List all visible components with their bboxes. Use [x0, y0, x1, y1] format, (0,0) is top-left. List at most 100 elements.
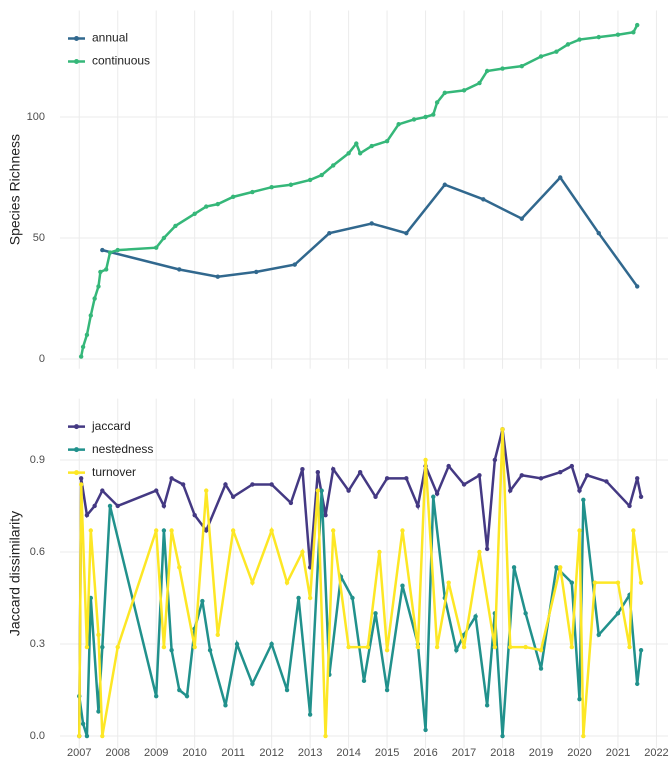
data-point — [115, 247, 120, 253]
data-point — [230, 494, 236, 499]
data-point — [269, 482, 274, 487]
data-point — [596, 230, 601, 236]
data-point — [631, 528, 636, 533]
data-point — [473, 614, 478, 619]
data-point — [577, 697, 582, 702]
series-line — [102, 175, 639, 288]
data-point — [315, 470, 321, 475]
data-point — [635, 22, 640, 28]
data-point — [323, 733, 328, 739]
data-point — [511, 565, 517, 570]
x-tick-label: 2012 — [259, 747, 283, 759]
data-point — [492, 457, 498, 463]
data-point — [100, 733, 105, 739]
data-point — [292, 262, 297, 267]
data-point — [569, 644, 574, 650]
data-point — [100, 247, 105, 253]
data-point — [477, 80, 482, 86]
data-point — [169, 647, 174, 653]
data-point — [461, 88, 467, 93]
data-point — [461, 482, 467, 487]
data-point — [192, 211, 197, 217]
data-point — [519, 473, 524, 478]
data-point — [635, 284, 640, 289]
data-point — [508, 488, 513, 493]
data-point — [84, 644, 90, 650]
legend-swatch-dot — [74, 447, 79, 453]
x-tick-label: 2013 — [298, 747, 322, 759]
data-point — [415, 644, 421, 650]
data-point — [177, 687, 182, 693]
data-point — [369, 221, 374, 226]
data-point — [319, 172, 324, 178]
data-point — [596, 34, 601, 40]
data-point — [230, 194, 236, 200]
data-point — [484, 68, 490, 74]
data-point — [584, 473, 590, 478]
data-point — [638, 647, 644, 653]
legend-swatch-dot — [74, 36, 79, 41]
data-point — [500, 427, 505, 432]
data-point — [500, 66, 505, 71]
data-point — [423, 114, 428, 120]
y-tick-label: 0 — [39, 353, 45, 365]
data-point — [377, 549, 382, 555]
data-point — [565, 42, 571, 47]
data-point — [269, 641, 274, 647]
data-point — [477, 473, 482, 478]
data-point — [284, 580, 290, 585]
data-point — [269, 184, 274, 190]
data-point — [558, 470, 563, 475]
data-point — [638, 494, 644, 499]
data-point — [500, 733, 505, 739]
data-point — [327, 230, 332, 236]
data-point — [596, 632, 601, 638]
data-point — [300, 466, 305, 472]
data-point — [615, 580, 621, 585]
data-point — [635, 681, 640, 687]
data-point — [538, 666, 544, 671]
data-point — [115, 503, 120, 509]
data-point — [404, 476, 409, 481]
data-point — [223, 703, 228, 708]
data-point — [107, 250, 113, 255]
data-point — [250, 482, 255, 487]
data-point — [250, 189, 255, 195]
data-point — [331, 528, 336, 533]
x-tick-label: 2016 — [413, 747, 437, 759]
data-point — [98, 269, 103, 275]
data-point — [508, 644, 513, 650]
data-point — [357, 470, 363, 475]
data-point — [384, 476, 390, 481]
data-point — [481, 197, 486, 202]
data-point — [269, 528, 274, 533]
x-tick-label: 2008 — [105, 747, 129, 759]
data-point — [638, 580, 644, 585]
data-point — [84, 733, 90, 739]
data-point — [415, 503, 421, 509]
x-tick-label: 2019 — [529, 747, 553, 759]
data-point — [184, 693, 190, 699]
data-point — [400, 583, 405, 588]
data-point — [296, 595, 301, 601]
data-point — [96, 709, 101, 714]
data-point — [592, 580, 598, 585]
data-point — [615, 32, 621, 37]
x-tick-label: 2017 — [452, 747, 476, 759]
data-point — [404, 230, 409, 236]
data-point — [446, 463, 451, 469]
data-point — [100, 488, 105, 493]
x-tick-label: 2021 — [606, 747, 630, 759]
data-point — [577, 37, 582, 42]
data-point — [346, 644, 351, 650]
data-point — [558, 565, 563, 570]
data-point — [300, 549, 305, 555]
data-point — [442, 182, 448, 187]
data-point — [581, 733, 586, 739]
y-tick-label: 0.0 — [30, 730, 45, 742]
data-point — [323, 512, 328, 518]
data-point — [431, 112, 436, 117]
data-point — [331, 466, 336, 472]
data-point — [100, 644, 105, 650]
legend-label: annual — [92, 31, 128, 45]
